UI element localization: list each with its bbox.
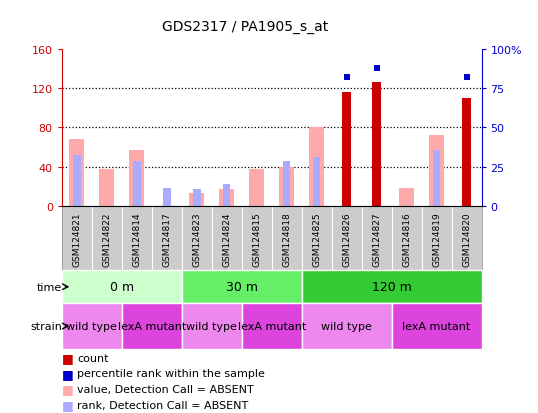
Bar: [69, 140, 84, 206]
Text: lexA mutant: lexA mutant: [238, 321, 306, 331]
Bar: [242, 304, 302, 349]
Bar: [392, 304, 482, 349]
Bar: [283, 161, 291, 206]
Text: GDS2317 / PA1905_s_at: GDS2317 / PA1905_s_at: [161, 20, 328, 34]
Bar: [100, 169, 114, 206]
Text: wild type: wild type: [186, 321, 237, 331]
Text: GSM124819: GSM124819: [432, 211, 441, 266]
Bar: [429, 136, 444, 206]
Bar: [62, 304, 122, 349]
Bar: [133, 161, 140, 206]
Text: ■: ■: [62, 351, 74, 364]
Text: GSM124817: GSM124817: [162, 211, 171, 266]
Bar: [62, 271, 182, 304]
Text: GSM124823: GSM124823: [192, 211, 201, 266]
Bar: [462, 99, 471, 206]
Bar: [279, 167, 294, 206]
Text: value, Detection Call = ABSENT: value, Detection Call = ABSENT: [77, 384, 254, 394]
Text: GSM124821: GSM124821: [72, 211, 81, 266]
Text: GSM124827: GSM124827: [372, 211, 381, 266]
Text: 120 m: 120 m: [372, 280, 412, 294]
Bar: [182, 304, 242, 349]
Text: ■: ■: [62, 398, 74, 411]
Text: GSM124814: GSM124814: [132, 211, 141, 266]
Bar: [249, 169, 264, 206]
Bar: [313, 157, 321, 206]
Text: wild type: wild type: [321, 321, 372, 331]
Bar: [399, 189, 414, 206]
Bar: [219, 190, 234, 206]
Bar: [302, 271, 482, 304]
Bar: [433, 151, 440, 206]
Text: GSM124816: GSM124816: [402, 211, 411, 266]
Text: strain: strain: [30, 321, 62, 331]
Text: wild type: wild type: [66, 321, 117, 331]
Text: lexA mutant: lexA mutant: [402, 321, 471, 331]
Text: 0 m: 0 m: [110, 280, 134, 294]
Text: lexA mutant: lexA mutant: [118, 321, 186, 331]
Text: GSM124826: GSM124826: [342, 211, 351, 266]
Bar: [189, 194, 204, 206]
Text: rank, Detection Call = ABSENT: rank, Detection Call = ABSENT: [77, 400, 248, 410]
Bar: [163, 189, 171, 206]
Bar: [129, 151, 144, 206]
Text: 30 m: 30 m: [226, 280, 258, 294]
Bar: [122, 304, 182, 349]
Text: GSM124815: GSM124815: [252, 211, 261, 266]
Bar: [309, 128, 324, 206]
Bar: [73, 156, 81, 206]
Text: GSM124824: GSM124824: [222, 211, 231, 266]
Bar: [372, 83, 381, 206]
Text: GSM124825: GSM124825: [312, 211, 321, 266]
Bar: [342, 93, 351, 206]
Bar: [182, 271, 302, 304]
Bar: [193, 190, 201, 206]
Text: GSM124820: GSM124820: [462, 211, 471, 266]
Text: ■: ■: [62, 367, 74, 380]
Text: GSM124818: GSM124818: [282, 211, 291, 266]
Text: percentile rank within the sample: percentile rank within the sample: [77, 368, 265, 378]
Text: time: time: [37, 282, 62, 292]
Text: count: count: [77, 353, 109, 363]
Text: GSM124822: GSM124822: [102, 211, 111, 266]
Bar: [302, 304, 392, 349]
Text: ■: ■: [62, 382, 74, 396]
Bar: [223, 185, 230, 206]
